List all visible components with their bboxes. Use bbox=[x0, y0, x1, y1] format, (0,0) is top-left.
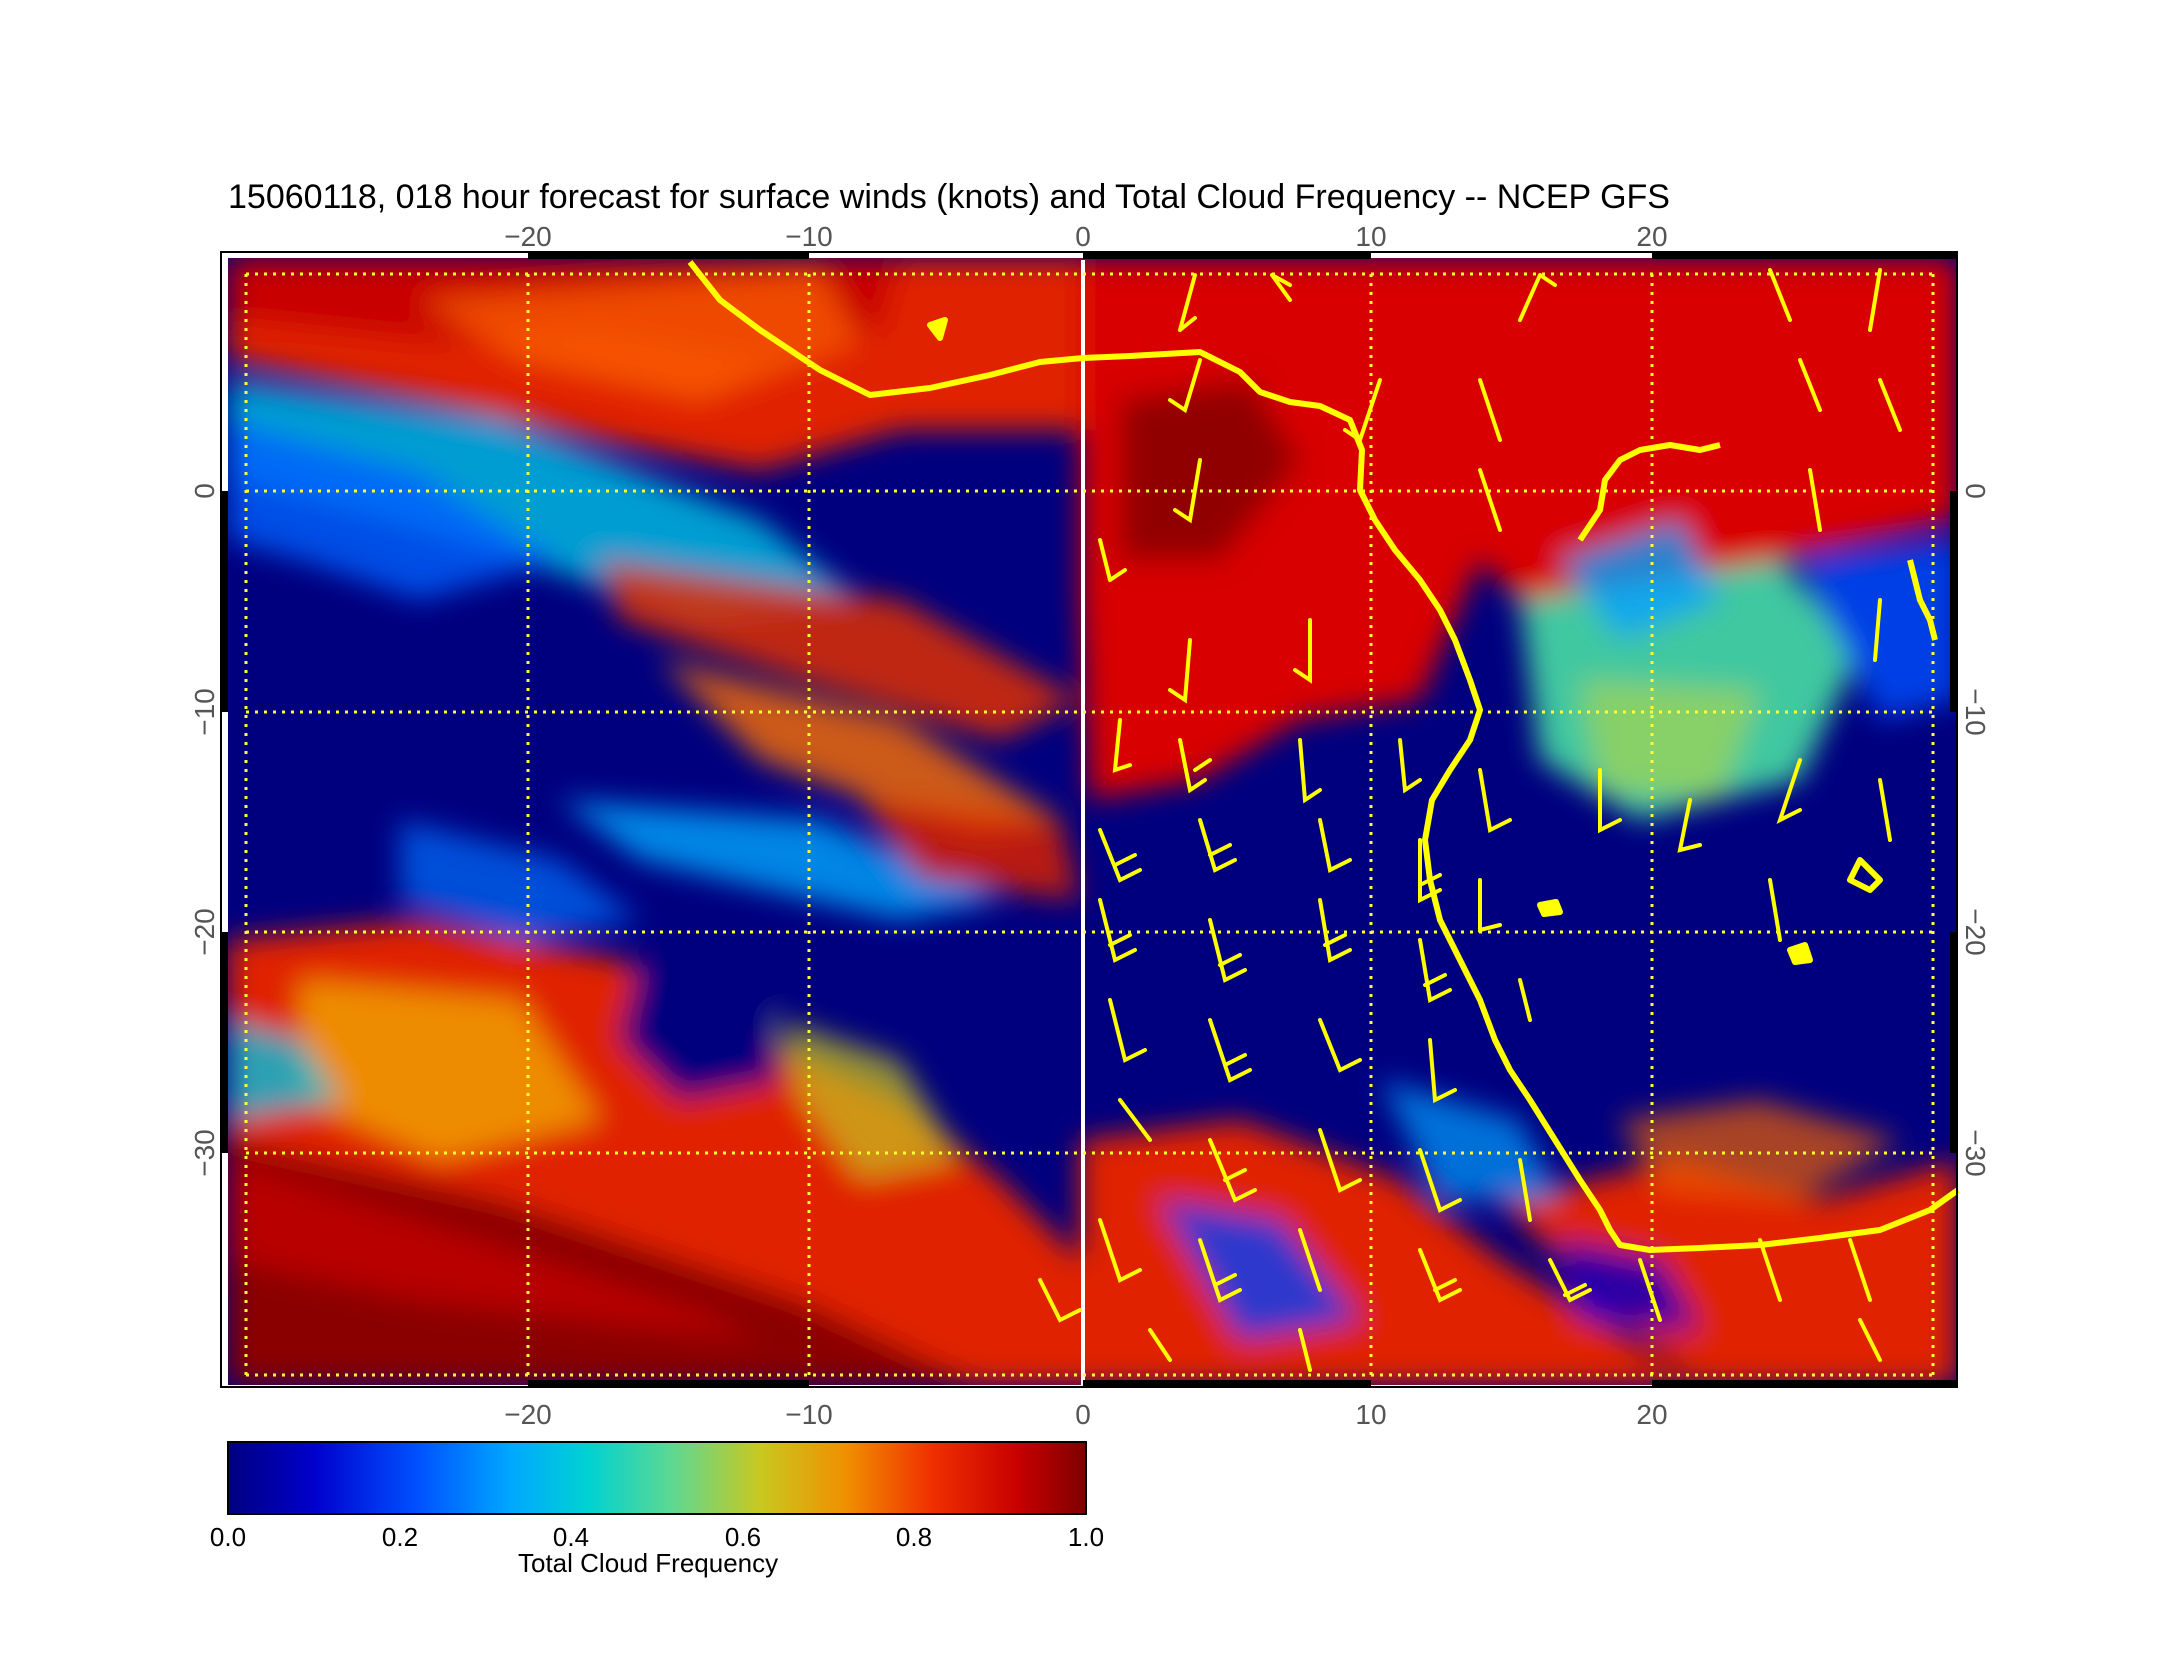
lon-tick-label: −10 bbox=[785, 1399, 833, 1430]
lat-tick-label: 0 bbox=[189, 483, 220, 499]
lat-ticks-left: 0 −10 −20 −30 bbox=[189, 483, 220, 1177]
lat-tick-label: −10 bbox=[189, 688, 220, 736]
map-border-bars bbox=[221, 252, 1958, 1387]
lat-tick-label: −10 bbox=[1960, 688, 1991, 736]
lon-tick-label: 0 bbox=[1075, 1399, 1091, 1430]
cloud-frequency-field bbox=[228, 258, 1958, 1385]
colorbar-tick-label: 0.2 bbox=[382, 1522, 418, 1552]
colorbar-tick-label: 0.8 bbox=[896, 1522, 932, 1552]
lat-ticks-right: 0 −10 −20 −30 bbox=[1960, 483, 1991, 1177]
colorbar-title: Total Cloud Frequency bbox=[518, 1548, 779, 1578]
lon-tick-label: −20 bbox=[504, 1399, 552, 1430]
colorbar-tick-label: 0.0 bbox=[210, 1522, 246, 1552]
lat-tick-label: −20 bbox=[189, 908, 220, 956]
lat-tick-label: 0 bbox=[1960, 483, 1991, 499]
lon-tick-label: 10 bbox=[1355, 221, 1386, 252]
lon-tick-label: 0 bbox=[1075, 221, 1091, 252]
coastline bbox=[687, 260, 1960, 1253]
graticule bbox=[244, 272, 1935, 1377]
lon-ticks-top: −20 −10 0 10 20 bbox=[504, 221, 1667, 252]
lat-tick-label: −20 bbox=[1960, 908, 1991, 956]
lon-ticks-bottom: −20 −10 0 10 20 bbox=[504, 1399, 1667, 1430]
colorbar-tick-label: 0.6 bbox=[725, 1522, 761, 1552]
colorbar bbox=[227, 1441, 1087, 1515]
lon-tick-label: 20 bbox=[1636, 1399, 1667, 1430]
lon-tick-label: 10 bbox=[1355, 1399, 1386, 1430]
wind-barbs bbox=[1038, 268, 1902, 1372]
lon-tick-label: 20 bbox=[1636, 221, 1667, 252]
lon-tick-label: −10 bbox=[785, 221, 833, 252]
chart-title: 15060118, 018 hour forecast for surface … bbox=[228, 178, 1670, 216]
colorbar-ticks: 0.0 0.2 0.4 0.6 0.8 1.0 bbox=[210, 1522, 1104, 1552]
colorbar-tick-label: 1.0 bbox=[1068, 1522, 1104, 1552]
lat-tick-label: −30 bbox=[1960, 1129, 1991, 1177]
lon-tick-label: −20 bbox=[504, 221, 552, 252]
lat-tick-label: −30 bbox=[189, 1129, 220, 1177]
colorbar-tick-label: 0.4 bbox=[553, 1522, 589, 1552]
